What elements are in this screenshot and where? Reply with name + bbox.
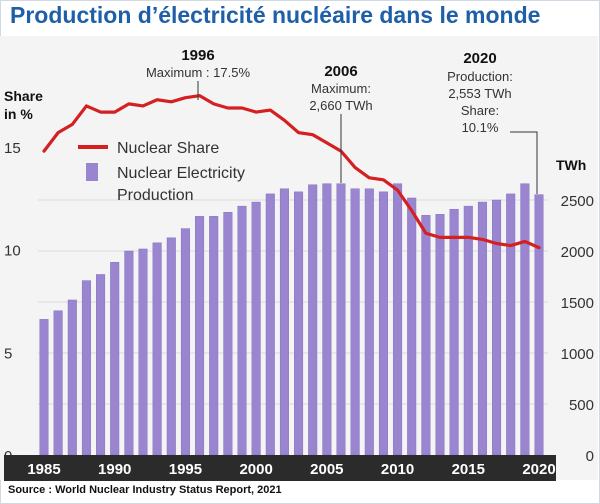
right-axis-ticks: 0 500 1000 1500 2000 2500 bbox=[561, 193, 594, 465]
bar-1989 bbox=[96, 274, 106, 456]
left-axis-ticks: 051015 bbox=[4, 140, 21, 465]
left-tick-label: 10 bbox=[4, 243, 21, 260]
annotation-2006-line2: 2,660 TWh bbox=[309, 98, 372, 113]
bar-2012 bbox=[421, 215, 431, 456]
bar-2008 bbox=[364, 188, 374, 456]
legend: Nuclear Share Nuclear Electricity Produc… bbox=[78, 140, 245, 204]
source-note: Source : World Nuclear Industry Status R… bbox=[8, 484, 282, 496]
bar-1992 bbox=[138, 248, 148, 456]
bar-2020 bbox=[534, 194, 544, 456]
x-axis-ticks: 1985 1990 1995 2000 2005 2010 2015 2020 bbox=[27, 461, 555, 478]
bar-2011 bbox=[407, 197, 417, 456]
bar-1987 bbox=[67, 299, 77, 456]
legend-bar-label-line1: Nuclear Electricity bbox=[117, 165, 245, 182]
bar-1998 bbox=[223, 212, 233, 456]
bar-2005 bbox=[322, 183, 332, 456]
x-tick-label: 2020 bbox=[522, 461, 555, 478]
bar-1988 bbox=[81, 280, 91, 456]
left-tick-label: 5 bbox=[4, 345, 12, 362]
bar-2013 bbox=[435, 214, 445, 456]
bar-1996 bbox=[195, 216, 205, 456]
legend-line-label: Nuclear Share bbox=[117, 140, 219, 157]
annotation-2020-line2: 2,553 TWh bbox=[448, 86, 511, 101]
x-tick-label: 2015 bbox=[452, 461, 485, 478]
bar-2003 bbox=[294, 191, 304, 456]
x-tick-label: 1990 bbox=[98, 461, 131, 478]
bar-1995 bbox=[180, 228, 190, 456]
bar-2019 bbox=[520, 183, 530, 456]
x-tick-label: 1985 bbox=[27, 461, 60, 478]
annotation-2020-leader bbox=[510, 131, 538, 194]
right-axis-title: TWh bbox=[556, 157, 586, 173]
annotation-2006-line1: Maximum: bbox=[311, 81, 371, 96]
share-line-series bbox=[42, 94, 541, 250]
right-tick-label: 500 bbox=[569, 397, 594, 414]
chart-title: Production d’électricité nucléaire dans … bbox=[10, 2, 541, 28]
annotation-2020-line4: 10.1% bbox=[462, 120, 499, 135]
annotation-2020-year: 2020 bbox=[463, 50, 496, 67]
bar-2000 bbox=[251, 201, 261, 456]
bar-series bbox=[39, 183, 544, 456]
left-tick-label: 15 bbox=[4, 140, 21, 157]
right-tick-label: 1000 bbox=[561, 346, 594, 363]
bar-1994 bbox=[166, 237, 176, 456]
x-tick-label: 2010 bbox=[381, 461, 414, 478]
bar-1986 bbox=[53, 310, 63, 456]
right-tick-label: 0 bbox=[586, 448, 594, 465]
bar-2009 bbox=[378, 191, 388, 456]
x-axis-band bbox=[4, 455, 556, 481]
left-axis-title-line1: Share bbox=[4, 88, 43, 104]
bar-2007 bbox=[350, 188, 360, 456]
annotation-2020: 2020 Production: 2,553 TWh Share: 10.1% bbox=[447, 50, 538, 194]
annotation-2006-year: 2006 bbox=[324, 63, 357, 80]
left-axis-title-line2: in % bbox=[4, 106, 33, 122]
bar-1991 bbox=[124, 250, 134, 456]
bar-2010 bbox=[393, 183, 403, 456]
bar-2006 bbox=[336, 183, 346, 456]
x-tick-label: 2005 bbox=[310, 461, 343, 478]
bar-2015 bbox=[463, 205, 473, 456]
bar-2001 bbox=[265, 193, 275, 456]
bar-1993 bbox=[152, 242, 162, 456]
bar-2004 bbox=[308, 184, 318, 456]
bar-1999 bbox=[237, 205, 247, 456]
bar-2002 bbox=[279, 188, 289, 456]
annotation-2020-line1: Production: bbox=[447, 69, 513, 84]
legend-bar-swatch bbox=[86, 163, 98, 181]
gridlines bbox=[38, 199, 548, 405]
annotation-2006: 2006 Maximum: 2,660 TWh bbox=[309, 63, 373, 183]
right-tick-label: 2000 bbox=[561, 244, 594, 261]
right-tick-label: 1500 bbox=[561, 295, 594, 312]
bar-1997 bbox=[209, 216, 219, 456]
share-line bbox=[42, 94, 541, 250]
bar-2014 bbox=[449, 208, 459, 456]
bar-1990 bbox=[110, 262, 120, 456]
annotation-2020-line3: Share: bbox=[461, 103, 499, 118]
bar-2018 bbox=[506, 193, 516, 456]
x-tick-label: 2000 bbox=[239, 461, 272, 478]
bar-2017 bbox=[492, 199, 502, 456]
annotation-1996-year: 1996 bbox=[181, 47, 214, 64]
legend-bar-label-line2: Production bbox=[117, 187, 194, 204]
bar-1985 bbox=[39, 319, 49, 456]
right-tick-label: 2500 bbox=[561, 193, 594, 210]
annotation-1996: 1996 Maximum : 17.5% bbox=[146, 47, 250, 100]
annotation-1996-text: Maximum : 17.5% bbox=[146, 65, 250, 80]
x-tick-label: 1995 bbox=[169, 461, 202, 478]
